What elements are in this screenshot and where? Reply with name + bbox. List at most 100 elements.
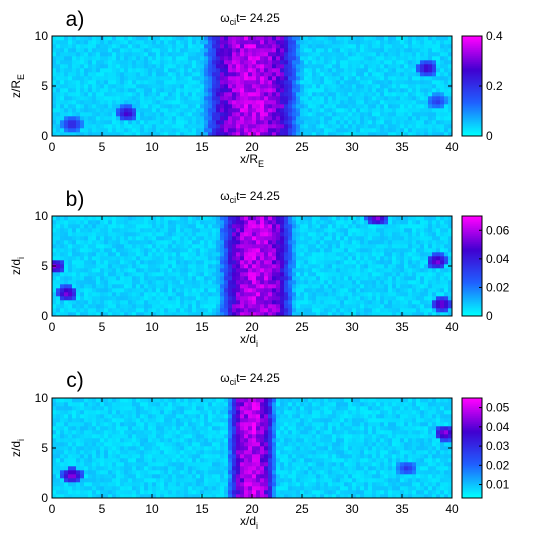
colorbar-tick-label: 0.4 bbox=[486, 29, 503, 43]
heatmap-cell bbox=[204, 264, 208, 268]
heatmap-cell bbox=[112, 120, 116, 124]
heatmap-cell bbox=[228, 264, 232, 268]
heatmap-cell bbox=[320, 220, 324, 224]
heatmap-cell bbox=[284, 304, 288, 308]
heatmap-cell bbox=[324, 60, 328, 64]
heatmap-cell bbox=[424, 296, 428, 300]
heatmap-cell bbox=[204, 248, 208, 252]
heatmap-cell bbox=[260, 128, 264, 132]
heatmap-cell bbox=[160, 76, 164, 80]
heatmap-cell bbox=[240, 116, 244, 120]
heatmap-cell bbox=[184, 60, 188, 64]
heatmap-cell bbox=[144, 296, 148, 300]
heatmap-cell bbox=[156, 296, 160, 300]
heatmap-cell bbox=[408, 80, 412, 84]
heatmap-cell bbox=[160, 268, 164, 272]
heatmap-cell bbox=[84, 236, 88, 240]
heatmap-cell bbox=[156, 124, 160, 128]
heatmap-cell bbox=[356, 280, 360, 284]
heatmap-cell bbox=[300, 256, 304, 260]
heatmap-cell bbox=[92, 240, 96, 244]
heatmap-cell bbox=[320, 64, 324, 68]
heatmap-cell bbox=[220, 228, 224, 232]
heatmap-cell bbox=[212, 288, 216, 292]
heatmap-cell bbox=[176, 308, 180, 312]
heatmap-cell bbox=[136, 64, 140, 68]
heatmap-cell bbox=[404, 104, 408, 108]
heatmap-cell bbox=[340, 72, 344, 76]
heatmap-cell bbox=[276, 56, 280, 60]
heatmap-cell bbox=[272, 236, 276, 240]
heatmap-cell bbox=[192, 280, 196, 284]
heatmap-cell bbox=[396, 220, 400, 224]
colorbar-swatch bbox=[462, 46, 482, 48]
heatmap-cell bbox=[76, 76, 80, 80]
heatmap-cell bbox=[212, 228, 216, 232]
heatmap-cell bbox=[52, 52, 56, 56]
heatmap-cell bbox=[216, 248, 220, 252]
heatmap-cell bbox=[260, 104, 264, 108]
heatmap-cell bbox=[312, 276, 316, 280]
heatmap-cell bbox=[420, 36, 424, 40]
heatmap-cell bbox=[316, 72, 320, 76]
heatmap-cell bbox=[136, 288, 140, 292]
heatmap-cell bbox=[52, 216, 56, 220]
heatmap-cell bbox=[148, 92, 152, 96]
heatmap-cell bbox=[332, 296, 336, 300]
heatmap-cell bbox=[412, 256, 416, 260]
heatmap-cell bbox=[112, 284, 116, 288]
heatmap-cell bbox=[84, 260, 88, 264]
heatmap-cell bbox=[284, 116, 288, 120]
heatmap-cell bbox=[320, 92, 324, 96]
heatmap-cell bbox=[316, 284, 320, 288]
heatmap-cell bbox=[188, 216, 192, 220]
heatmap-cell bbox=[200, 72, 204, 76]
heatmap-cell bbox=[396, 224, 400, 228]
heatmap-cell bbox=[104, 120, 108, 124]
heatmap-cell bbox=[148, 120, 152, 124]
heatmap-cell bbox=[344, 264, 348, 268]
heatmap-cell bbox=[360, 84, 364, 88]
heatmap-cell bbox=[156, 116, 160, 120]
heatmap-cell bbox=[360, 56, 364, 60]
heatmap-cell bbox=[308, 96, 312, 100]
heatmap-cell bbox=[316, 264, 320, 268]
heatmap-cell bbox=[420, 288, 424, 292]
heatmap-cell bbox=[104, 60, 108, 64]
heatmap-cell bbox=[84, 116, 88, 120]
heatmap-cell bbox=[136, 52, 140, 56]
heatmap-cell bbox=[408, 252, 412, 256]
heatmap-cell bbox=[152, 288, 156, 292]
heatmap-cell bbox=[392, 52, 396, 56]
heatmap-cell bbox=[236, 60, 240, 64]
heatmap-cell bbox=[256, 56, 260, 60]
heatmap-cell bbox=[296, 224, 300, 228]
heatmap-cell bbox=[132, 284, 136, 288]
heatmap-cell bbox=[344, 36, 348, 40]
heatmap-cell bbox=[292, 88, 296, 92]
heatmap-cell bbox=[116, 84, 120, 88]
heatmap-cell bbox=[380, 296, 384, 300]
heatmap-cell bbox=[396, 72, 400, 76]
heatmap-cell bbox=[152, 40, 156, 44]
heatmap-cell bbox=[348, 96, 352, 100]
colorbar-swatch bbox=[462, 68, 482, 70]
heatmap-cell bbox=[80, 240, 84, 244]
heatmap-cell bbox=[316, 220, 320, 224]
heatmap-cell bbox=[408, 124, 412, 128]
heatmap-cell bbox=[420, 76, 424, 80]
heatmap-cell bbox=[412, 40, 416, 44]
heatmap-cell bbox=[256, 284, 260, 288]
heatmap-cell bbox=[196, 80, 200, 84]
heatmap-cell bbox=[176, 268, 180, 272]
heatmap-cell bbox=[440, 36, 444, 40]
heatmap-cell bbox=[172, 84, 176, 88]
heatmap-cell bbox=[240, 100, 244, 104]
heatmap-cell bbox=[216, 252, 220, 256]
heatmap-cell bbox=[196, 76, 200, 80]
heatmap-cell bbox=[164, 60, 168, 64]
heatmap-cell bbox=[292, 68, 296, 72]
heatmap-cell bbox=[228, 60, 232, 64]
heatmap-cell bbox=[268, 232, 272, 236]
heatmap-cell bbox=[108, 36, 112, 40]
